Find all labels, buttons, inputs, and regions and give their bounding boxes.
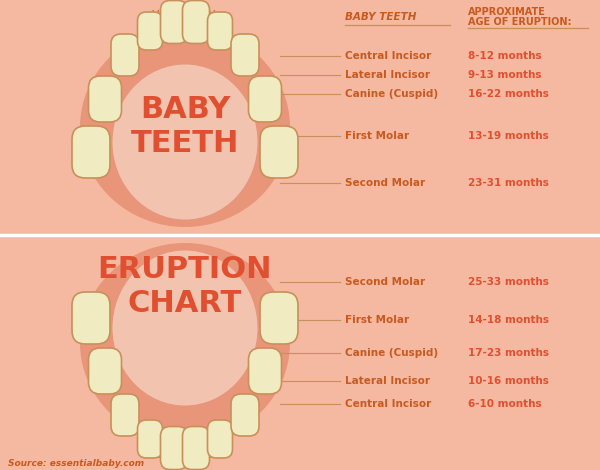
Text: Second Molar: Second Molar — [345, 178, 425, 188]
Text: Central Incisor: Central Incisor — [345, 399, 431, 409]
FancyBboxPatch shape — [137, 12, 163, 50]
Text: 13-19 months: 13-19 months — [468, 131, 549, 141]
FancyBboxPatch shape — [182, 0, 209, 44]
Text: First Molar: First Molar — [345, 131, 409, 141]
FancyBboxPatch shape — [161, 0, 187, 44]
Text: Lower Teeth: Lower Teeth — [151, 450, 219, 460]
Text: AGE OF ERUPTION:: AGE OF ERUPTION: — [468, 17, 571, 27]
FancyBboxPatch shape — [89, 76, 121, 122]
FancyBboxPatch shape — [248, 348, 281, 394]
Text: BABY TEETH: BABY TEETH — [345, 12, 416, 22]
Text: TEETH: TEETH — [131, 128, 239, 157]
FancyBboxPatch shape — [137, 420, 163, 458]
Text: 23-31 months: 23-31 months — [468, 178, 549, 188]
Text: 9-13 months: 9-13 months — [468, 70, 542, 80]
Text: ERUPTION: ERUPTION — [98, 256, 272, 284]
FancyBboxPatch shape — [111, 34, 139, 76]
Text: Lateral Incisor: Lateral Incisor — [345, 70, 430, 80]
FancyBboxPatch shape — [72, 126, 110, 178]
Text: Upper Teeth: Upper Teeth — [151, 10, 219, 20]
FancyBboxPatch shape — [208, 12, 233, 50]
Text: 25-33 months: 25-33 months — [468, 277, 549, 287]
Ellipse shape — [80, 27, 290, 227]
Ellipse shape — [80, 243, 290, 443]
FancyBboxPatch shape — [248, 76, 281, 122]
Text: Canine (Cuspid): Canine (Cuspid) — [345, 89, 438, 99]
Text: BABY: BABY — [140, 95, 230, 125]
Text: CHART: CHART — [128, 289, 242, 318]
Text: Canine (Cuspid): Canine (Cuspid) — [345, 347, 438, 358]
Text: APPROXIMATE: APPROXIMATE — [468, 7, 546, 17]
Text: Source: essentialbaby.com: Source: essentialbaby.com — [8, 460, 144, 469]
Ellipse shape — [113, 64, 257, 219]
Text: 14-18 months: 14-18 months — [468, 314, 549, 325]
FancyBboxPatch shape — [208, 420, 233, 458]
Text: 16-22 months: 16-22 months — [468, 89, 549, 99]
Text: 10-16 months: 10-16 months — [468, 376, 549, 386]
Ellipse shape — [113, 251, 257, 406]
Text: 6-10 months: 6-10 months — [468, 399, 542, 409]
FancyBboxPatch shape — [89, 348, 121, 394]
Text: 8-12 months: 8-12 months — [468, 51, 542, 62]
FancyBboxPatch shape — [231, 394, 259, 436]
FancyBboxPatch shape — [161, 426, 187, 470]
FancyBboxPatch shape — [72, 292, 110, 344]
FancyBboxPatch shape — [182, 426, 209, 470]
Text: 17-23 months: 17-23 months — [468, 347, 549, 358]
FancyBboxPatch shape — [260, 292, 298, 344]
FancyBboxPatch shape — [111, 394, 139, 436]
FancyBboxPatch shape — [231, 34, 259, 76]
FancyBboxPatch shape — [260, 126, 298, 178]
Text: Lateral Incisor: Lateral Incisor — [345, 376, 430, 386]
Text: Second Molar: Second Molar — [345, 277, 425, 287]
Text: First Molar: First Molar — [345, 314, 409, 325]
Text: Central Incisor: Central Incisor — [345, 51, 431, 62]
